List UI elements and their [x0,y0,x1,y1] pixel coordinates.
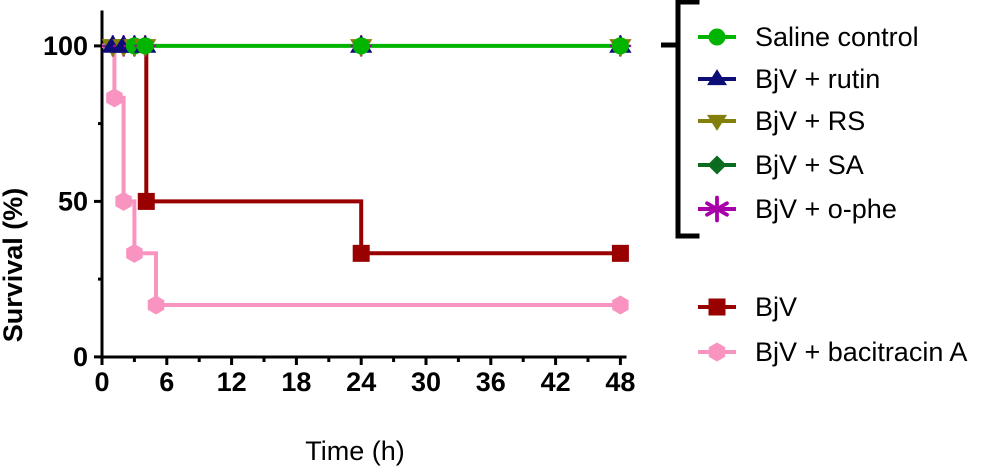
svg-text:6: 6 [159,367,174,397]
svg-text:Saline control: Saline control [755,22,919,52]
svg-text:BjV + bacitracin A: BjV + bacitracin A [755,337,967,367]
svg-text:48: 48 [605,367,635,397]
svg-text:BjV + rutin: BjV + rutin [755,64,880,94]
svg-text:24: 24 [346,367,376,397]
svg-text:BjV + RS: BjV + RS [755,106,865,136]
svg-text:36: 36 [476,367,506,397]
svg-text:0: 0 [73,342,88,372]
svg-text:42: 42 [541,367,571,397]
svg-text:30: 30 [411,367,441,397]
svg-text:0: 0 [94,367,109,397]
svg-text:Time (h): Time (h) [305,436,405,466]
svg-text:BjV + o-phe: BjV + o-phe [755,194,897,224]
svg-text:100: 100 [43,31,88,61]
svg-text:18: 18 [281,367,311,397]
svg-text:BjV + SA: BjV + SA [755,150,864,180]
svg-text:50: 50 [58,186,88,216]
svg-text:12: 12 [217,367,247,397]
svg-text:BjV: BjV [755,292,797,322]
svg-text:Survival (%): Survival (%) [0,188,28,343]
